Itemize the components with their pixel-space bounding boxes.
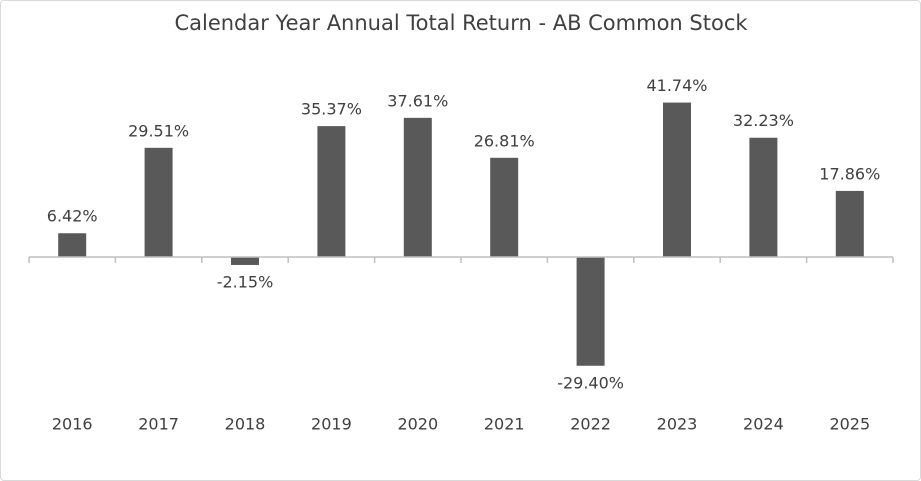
data-label: 37.61% [387,91,448,110]
bar [317,126,346,257]
data-label: -2.15% [217,272,274,291]
x-tick-label: 2018 [225,415,266,434]
data-label: 35.37% [301,100,362,119]
x-tick-label: 2021 [484,415,525,434]
x-tick-label: 2025 [829,415,870,434]
data-label: 29.51% [128,121,189,140]
x-tick-label: 2016 [52,415,93,434]
data-label: 41.74% [646,76,707,95]
x-tick-label: 2017 [138,415,179,434]
data-label: 32.23% [733,111,794,130]
data-label: 6.42% [47,207,98,226]
bar [231,257,259,265]
chart-title: Calendar Year Annual Total Return - AB C… [174,11,748,35]
bar [835,190,864,257]
x-tick-label: 2024 [743,415,784,434]
bar [576,257,605,366]
x-tick-label: 2023 [657,415,698,434]
x-tick-label: 2022 [570,415,611,434]
x-tick-label: 2019 [311,415,352,434]
bar [749,137,778,257]
data-label: 26.81% [474,131,535,150]
data-label: -29.40% [557,373,624,392]
x-tick-label: 2020 [397,415,438,434]
data-label: 17.86% [819,164,880,183]
bar [663,102,691,257]
bar [144,147,173,257]
bar [58,233,87,257]
bar [403,117,432,257]
bar [490,157,519,257]
